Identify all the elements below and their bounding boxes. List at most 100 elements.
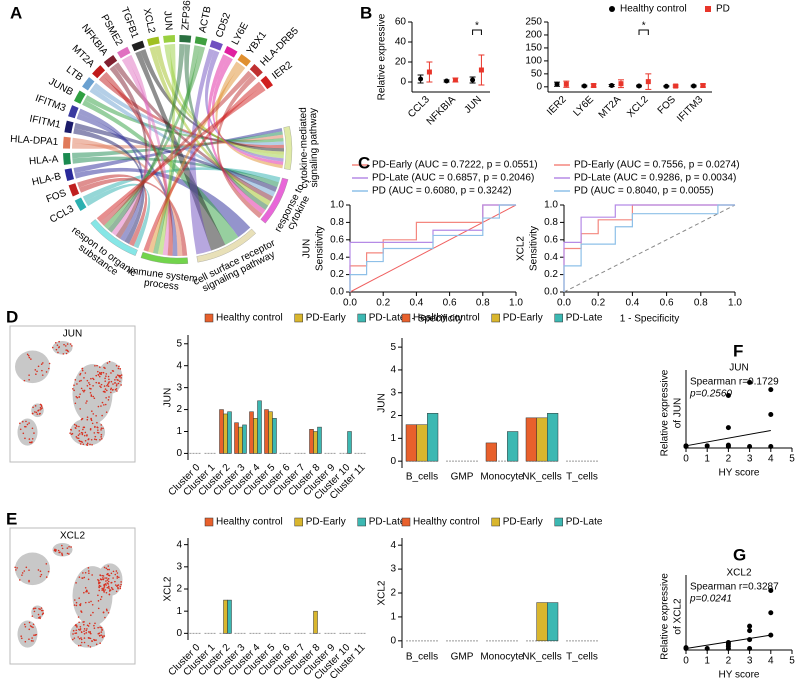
point <box>591 83 597 89</box>
chord-ribbon <box>77 174 148 247</box>
umap-cell <box>37 613 40 616</box>
umap-cell <box>65 349 67 351</box>
umap-cell <box>66 343 69 345</box>
y-tick-label: 100 <box>525 56 542 67</box>
umap-cell <box>40 607 43 609</box>
y-tick-label: 0.6 <box>330 234 344 245</box>
chord-ribbon <box>140 49 284 152</box>
box <box>249 411 254 454</box>
umap-cell <box>116 390 118 392</box>
umap-cell <box>86 434 88 436</box>
umap-cell <box>106 573 108 576</box>
legend-label: Healthy control <box>216 517 283 528</box>
umap-cell <box>102 371 105 374</box>
legend-label: PD-Late <box>369 517 406 528</box>
y-tick-label: 1 <box>176 606 182 617</box>
umap-cell <box>77 434 80 436</box>
umap-cell <box>73 604 76 606</box>
term-arc <box>283 126 293 170</box>
gene-label: IER2 <box>270 59 295 81</box>
umap-cell <box>100 424 103 426</box>
umap-cell <box>54 548 56 551</box>
y-tick-label: 5 <box>176 338 182 349</box>
gene-arc <box>249 64 263 78</box>
x-axis-label: HY score <box>719 468 760 479</box>
point <box>683 645 689 651</box>
umap-cell <box>120 377 122 379</box>
x-tick-label: 0 <box>683 656 689 667</box>
x-tick-label: NK_cells <box>522 472 561 483</box>
box <box>223 413 228 454</box>
umap-cell <box>107 580 110 583</box>
legend-label: PD-Late (AUC = 0.6857, p = 0.2046) <box>372 173 534 184</box>
umap-cell <box>36 370 38 373</box>
point <box>768 411 774 417</box>
y-tick-label: 40 <box>395 37 407 48</box>
umap-cell <box>104 388 107 390</box>
box <box>317 426 322 454</box>
umap-cell <box>30 639 33 642</box>
legend-label: Healthy control <box>413 517 480 528</box>
umap-cell <box>54 341 57 344</box>
chart-title: JUN <box>729 363 748 374</box>
point <box>725 425 731 431</box>
umap-cell <box>96 426 99 429</box>
y-axis-label: JUN <box>302 239 313 258</box>
point <box>768 632 774 638</box>
umap-cell <box>85 629 88 632</box>
legend-marker <box>204 517 214 527</box>
y-axis-label: Relative expressive <box>660 573 671 660</box>
umap-cell <box>41 374 44 376</box>
umap-cell <box>117 576 120 579</box>
umap-cell <box>56 344 59 346</box>
y-tick-label: 200 <box>525 30 542 41</box>
umap-cell <box>100 386 102 389</box>
chord-ribbon <box>78 108 144 242</box>
gene-arc <box>68 183 80 197</box>
gene-arc <box>74 197 87 211</box>
gene-arc <box>92 65 106 79</box>
umap-cell <box>39 616 41 618</box>
umap-cell <box>108 568 110 571</box>
umap-cell <box>117 367 120 370</box>
umap-cell <box>77 636 80 638</box>
chord-ribbon <box>82 99 239 245</box>
y-axis-label: XCL2 <box>163 576 174 601</box>
y-tick-label: 2 <box>176 404 182 415</box>
umap-cell <box>69 428 72 431</box>
umap-cell <box>28 438 31 440</box>
umap-cell <box>105 375 107 377</box>
umap-cell <box>88 572 90 575</box>
umap-cell <box>35 411 38 414</box>
umap-cell <box>36 413 39 415</box>
umap-cell <box>107 611 110 614</box>
umap-cell <box>28 580 30 583</box>
umap-cell <box>98 581 100 583</box>
umap-cell <box>101 589 103 591</box>
roc-curve <box>563 204 735 292</box>
umap-cell <box>85 589 88 592</box>
legend-marker <box>294 313 303 323</box>
umap-cell <box>100 436 102 438</box>
box <box>485 442 497 462</box>
umap-cell <box>79 393 81 395</box>
x-tick-label: 4 <box>768 656 774 667</box>
umap-cell <box>87 578 90 581</box>
umap-cell <box>95 415 97 417</box>
gene-arc <box>194 36 208 46</box>
umap-cell <box>27 354 30 357</box>
umap-cell <box>34 607 37 610</box>
umap-cell <box>31 412 34 415</box>
umap-cell <box>26 353 29 356</box>
umap-cell <box>108 396 110 398</box>
roc-curve <box>349 204 516 292</box>
umap-cell <box>78 396 80 398</box>
umap-cell <box>80 638 83 641</box>
y-tick-label: 0.8 <box>544 217 558 228</box>
umap-cell <box>28 422 30 424</box>
umap-cell <box>31 427 34 430</box>
umap-cell <box>61 552 63 555</box>
x-tick-label: FOS <box>656 94 679 117</box>
umap-cell <box>96 364 98 367</box>
stat-label: Spearman r=0.1729 <box>690 377 779 388</box>
